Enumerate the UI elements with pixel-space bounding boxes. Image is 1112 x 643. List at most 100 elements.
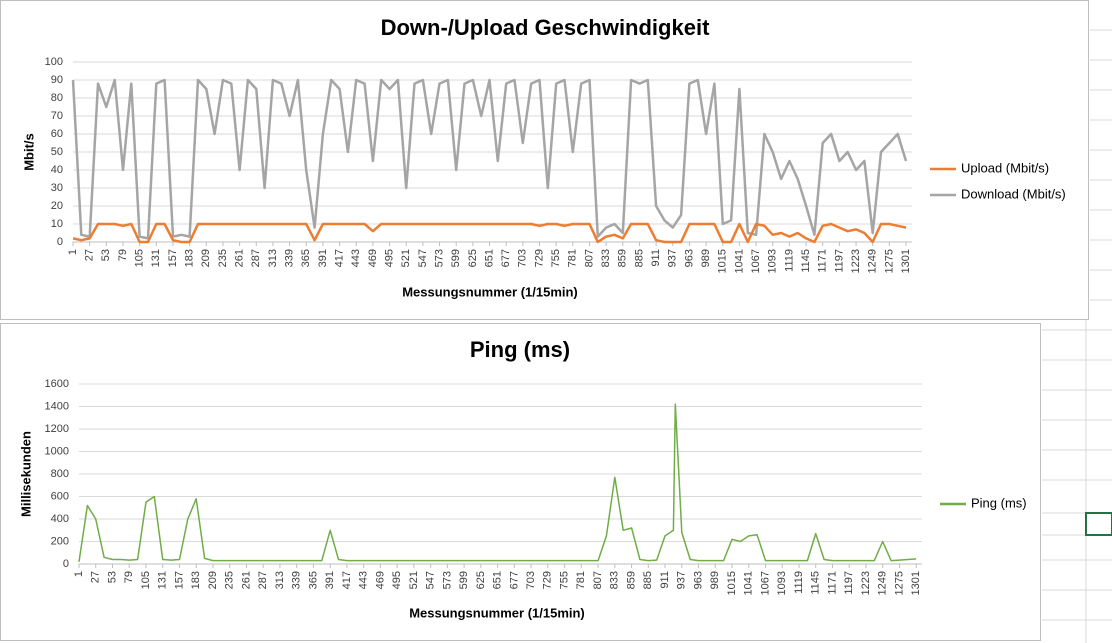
y-axis-title: Millisekunden: [18, 431, 33, 517]
x-tick-label: 547: [417, 249, 429, 267]
selected-cell[interactable]: [1085, 512, 1112, 536]
x-tick-label: 391: [324, 571, 336, 589]
x-tick-label: 495: [383, 249, 395, 267]
x-tick-label: 885: [633, 249, 645, 267]
x-tick-label: 1: [67, 249, 79, 255]
y-tick-label: 60: [51, 128, 63, 140]
legend-label: Ping (ms): [971, 495, 1027, 510]
x-tick-label: 963: [683, 249, 695, 267]
x-tick-label: 261: [240, 571, 252, 589]
x-tick-label: 365: [307, 571, 319, 589]
y-tick-label: 1400: [45, 400, 69, 412]
x-tick-label: 781: [575, 571, 587, 589]
x-tick-label: 1275: [883, 249, 895, 273]
x-tick-label: 339: [283, 249, 295, 267]
x-tick-label: 1197: [833, 249, 845, 273]
x-tick-label: 287: [250, 249, 262, 267]
series-line: [72, 222, 907, 244]
x-tick-label: 1: [73, 571, 85, 577]
x-tick-label: 573: [433, 249, 445, 267]
x-tick-label: 417: [333, 249, 345, 267]
y-tick-label: 1000: [45, 445, 69, 457]
x-tick-label: 235: [217, 249, 229, 267]
y-tick-label: 600: [51, 490, 69, 502]
chart-frame: [0, 323, 1041, 641]
y-tick-label: 1200: [45, 423, 69, 435]
x-tick-label: 1093: [767, 249, 779, 273]
x-tick-label: 1067: [750, 249, 762, 273]
sheet-grid: [1042, 29, 1112, 643]
x-tick-label: 989: [700, 249, 712, 267]
x-tick-label: 911: [650, 249, 662, 267]
x-tick-label: 937: [667, 249, 679, 267]
x-tick-label: 1223: [860, 571, 872, 595]
x-tick-label: 625: [475, 571, 487, 589]
y-tick-label: 0: [63, 558, 69, 570]
y-tick-label: 800: [51, 468, 69, 480]
x-tick-label: 937: [676, 571, 688, 589]
x-tick-label: 573: [441, 571, 453, 589]
x-axis-title: Messungsnummer (1/15min): [402, 284, 578, 299]
x-tick-label: 781: [567, 249, 579, 267]
x-tick-label: 1093: [776, 571, 788, 595]
chart-title: Down-/Upload Geschwindigkeit: [381, 15, 710, 40]
x-tick-label: 235: [224, 571, 236, 589]
x-tick-label: 1171: [826, 571, 838, 595]
x-tick-label: 391: [317, 249, 329, 267]
x-tick-label: 1223: [850, 249, 862, 273]
x-tick-label: 677: [508, 571, 520, 589]
x-tick-label: 1041: [733, 249, 745, 273]
x-tick-label: 1249: [867, 249, 879, 273]
x-tick-label: 1275: [893, 571, 905, 595]
x-tick-label: 27: [84, 249, 96, 261]
y-axis-title: Mbit/s: [21, 133, 36, 171]
y-tick-label: 1600: [45, 378, 69, 390]
y-tick-label: 20: [51, 200, 63, 212]
x-tick-label: 53: [106, 571, 118, 583]
x-tick-label: 1119: [783, 249, 795, 272]
x-tick-label: 313: [274, 571, 286, 589]
x-tick-label: 365: [300, 249, 312, 267]
x-tick-label: 495: [391, 571, 403, 589]
ping-chart: Ping (ms) Millisekunden Messungsnummer (1/…: [18, 337, 1026, 621]
y-tick-label: 90: [51, 74, 63, 86]
x-tick-label: 521: [400, 249, 412, 267]
x-tick-label: 833: [600, 249, 612, 267]
x-tick-label: 443: [350, 249, 362, 267]
x-tick-label: 183: [184, 249, 196, 267]
x-tick-label: 1067: [759, 571, 771, 595]
y-tick-label: 10: [51, 218, 63, 230]
x-tick-label: 703: [517, 249, 529, 267]
x-tick-label: 833: [609, 571, 621, 589]
x-tick-label: 1301: [900, 249, 912, 273]
x-tick-label: 157: [173, 571, 185, 589]
x-tick-label: 807: [583, 249, 595, 267]
x-tick-label: 963: [692, 571, 704, 589]
y-tick-label: 50: [51, 146, 63, 158]
speed-chart: Down-/Upload Geschwindigkeit Mbit/s Messun…: [21, 15, 1065, 300]
x-tick-label: 1119: [793, 571, 805, 594]
y-tick-label: 400: [51, 513, 69, 525]
x-tick-label: 755: [558, 571, 570, 589]
x-tick-label: 703: [525, 571, 537, 589]
x-tick-label: 1145: [810, 571, 822, 595]
y-tick-label: 100: [45, 56, 63, 68]
x-tick-label: 625: [467, 249, 479, 267]
legend-label: Upload (Mbit/s): [961, 160, 1049, 175]
x-tick-label: 521: [408, 571, 420, 589]
y-tick-label: 200: [51, 535, 69, 547]
x-tick-label: 79: [123, 571, 135, 583]
x-tick-label: 209: [207, 571, 219, 589]
x-tick-label: 599: [450, 249, 462, 267]
y-tick-label: 40: [51, 164, 63, 176]
y-tick-label: 0: [57, 236, 63, 248]
x-tick-label: 105: [134, 249, 146, 267]
x-tick-label: 651: [492, 571, 504, 589]
x-tick-label: 339: [291, 571, 303, 589]
x-tick-label: 677: [500, 249, 512, 267]
x-tick-label: 729: [542, 571, 554, 589]
x-tick-label: 547: [425, 571, 437, 589]
x-tick-label: 599: [458, 571, 470, 589]
